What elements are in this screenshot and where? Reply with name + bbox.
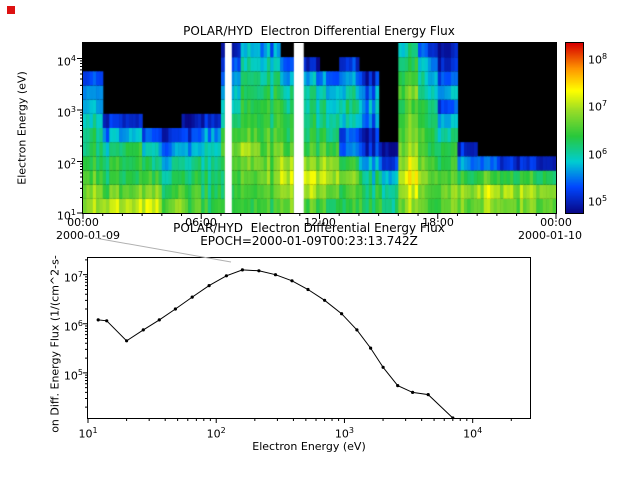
spectrogram-plot-area: [82, 42, 557, 214]
top-chart-title: POLAR/HYD Electron Differential Energy F…: [183, 24, 455, 38]
top-x-tick-label-4: 00:00: [540, 216, 572, 229]
bottom-y-tick-label: 107: [63, 269, 83, 285]
colorbar-tick-label: 106: [588, 146, 608, 162]
top-y-tick-label: 104: [56, 53, 76, 69]
bottom-chart-x-axis-label: Electron Energy (eV): [252, 440, 366, 453]
red-marker: [7, 6, 15, 14]
line-plot-area: [87, 257, 531, 419]
bottom-x-tick-label: 101: [78, 426, 98, 441]
colorbar-canvas: [566, 43, 583, 213]
top-y-tick-label: 102: [56, 156, 76, 172]
bottom-x-tick-label: 104: [463, 426, 483, 441]
colorbar: [565, 42, 584, 214]
bottom-x-tick-label: 103: [334, 426, 354, 441]
top-chart-y-axis-label: Electron Energy (eV): [15, 71, 29, 185]
colorbar-tick-label: 105: [588, 193, 608, 209]
colorbar-tick-label: 108: [588, 52, 608, 67]
top-y-tick-label: 101: [56, 208, 76, 223]
bottom-chart-subtitle: EPOCH=2000-01-09T00:23:13.742Z: [200, 234, 418, 248]
bottom-y-tick-label: 106: [63, 318, 83, 334]
bottom-x-tick-label: 102: [206, 426, 226, 441]
colorbar-tick-label: 107: [588, 99, 608, 115]
top-y-tick-label: 103: [56, 105, 76, 120]
bottom-y-tick-label: 105: [63, 367, 83, 383]
bottom-chart-title: POLAR/HYD Electron Differential Energy F…: [173, 221, 445, 235]
spectrogram-canvas: [83, 43, 556, 213]
